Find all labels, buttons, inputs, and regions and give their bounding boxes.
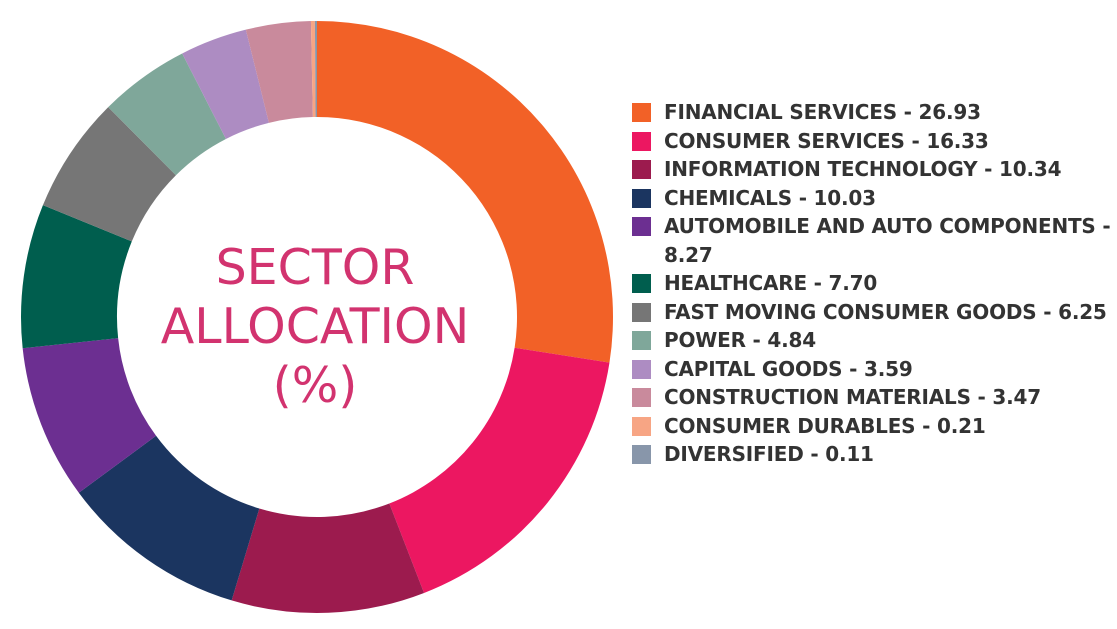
legend-item: FAST MOVING CONSUMER GOODS - 6.25 [632, 298, 1112, 327]
donut-slice-financial-services [317, 21, 613, 363]
legend-item: CONSUMER SERVICES - 16.33 [632, 127, 1112, 156]
donut-slice-chemicals [78, 435, 260, 601]
legend-label: POWER - 4.84 [664, 328, 816, 352]
legend-label: INFORMATION TECHNOLOGY - 10.34 [664, 157, 1062, 181]
legend-swatch [632, 103, 651, 122]
legend-swatch [632, 131, 651, 151]
legend-label: CONSTRUCTION MATERIALS - 3.47 [664, 385, 1041, 409]
donut-slices [21, 21, 613, 613]
legend-label: CONSUMER SERVICES - 16.33 [664, 128, 989, 153]
donut-slice-consumer-durables [310, 21, 316, 118]
legend-label: DIVERSIFIED - 0.11 [664, 442, 874, 466]
legend-swatch [632, 160, 651, 179]
legend-swatch [632, 188, 651, 208]
legend-item: AUTOMOBILE AND AUTO COMPONENTS - 8.27 [632, 212, 1112, 269]
legend-swatch [632, 388, 651, 407]
donut-slice-power [108, 53, 226, 176]
donut-slice-capital-goods [182, 29, 269, 139]
legend-label: CONSUMER DURABLES - 0.21 [664, 413, 986, 438]
donut-slice-diversified [314, 21, 317, 118]
legend-swatch [632, 359, 651, 379]
chart-legend: FINANCIAL SERVICES - 26.93 CONSUMER SERVI… [632, 98, 1112, 469]
sector-allocation-donut-chart [21, 21, 613, 613]
legend-label: FAST MOVING CONSUMER GOODS - 6.25 [664, 299, 1107, 324]
donut-slice-healthcare [21, 205, 132, 349]
legend-item: DIVERSIFIED - 0.11 [632, 440, 1112, 469]
chart-title-line-1: SECTOR [215, 239, 415, 296]
legend-label: CAPITAL GOODS - 3.59 [664, 356, 913, 381]
legend-item: POWER - 4.84 [632, 326, 1112, 355]
donut-slice-automobile-and-auto-components [22, 338, 157, 493]
donut-slice-information-technology [231, 503, 425, 613]
legend-label: FINANCIAL SERVICES - 26.93 [664, 100, 981, 124]
legend-swatch [632, 416, 651, 436]
donut-slice-consumer-services [389, 347, 610, 593]
legend-swatch [632, 331, 651, 350]
legend-swatch [632, 445, 651, 464]
legend-label: AUTOMOBILE AND AUTO COMPONENTS - 8.27 [664, 214, 1111, 267]
legend-item: CAPITAL GOODS - 3.59 [632, 355, 1112, 384]
legend-item: CONSUMER DURABLES - 0.21 [632, 412, 1112, 441]
legend-item: FINANCIAL SERVICES - 26.93 [632, 98, 1112, 127]
chart-title: SECTOR ALLOCATION (%) [145, 238, 485, 415]
legend-item: CONSTRUCTION MATERIALS - 3.47 [632, 383, 1112, 412]
legend-item: INFORMATION TECHNOLOGY - 10.34 [632, 155, 1112, 184]
legend-item: HEALTHCARE - 7.70 [632, 269, 1112, 298]
legend-item: CHEMICALS - 10.03 [632, 184, 1112, 213]
chart-title-line-3: (%) [272, 357, 358, 414]
chart-title-line-2: ALLOCATION [160, 298, 470, 355]
donut-slice-construction-materials [245, 21, 313, 123]
donut-slice-fast-moving-consumer-goods [42, 107, 176, 242]
legend-swatch [632, 274, 651, 293]
legend-label: HEALTHCARE - 7.70 [664, 271, 878, 295]
legend-label: CHEMICALS - 10.03 [664, 185, 876, 210]
legend-swatch [632, 302, 651, 322]
legend-swatch [632, 217, 651, 236]
